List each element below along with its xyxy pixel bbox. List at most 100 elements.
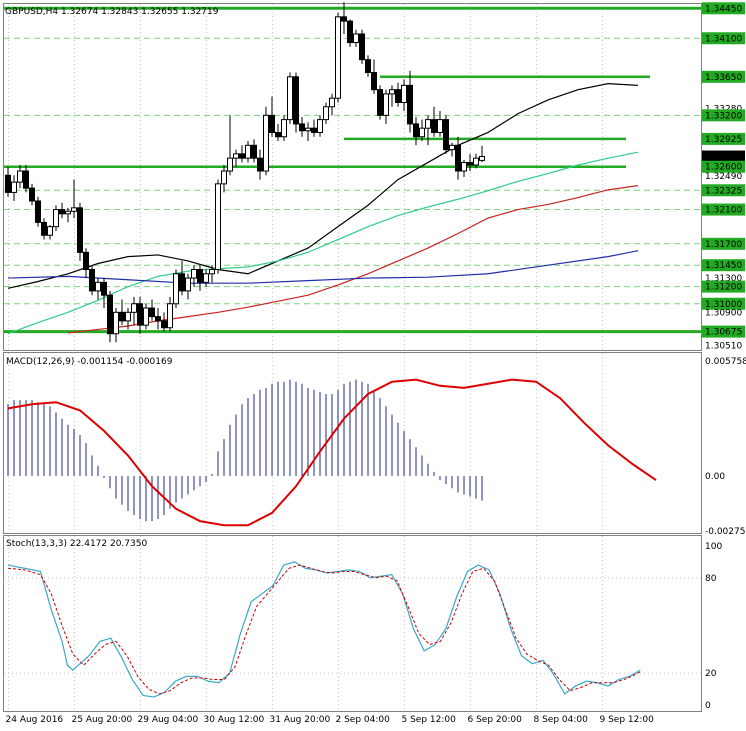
candle-body [329, 97, 335, 108]
time-axis-label: 6 Sep 20:00 [468, 715, 523, 725]
level-price-tag [702, 280, 745, 293]
time-axis-label: 8 Sep 04:00 [534, 715, 589, 725]
candle-body [41, 221, 47, 236]
candle-body [479, 156, 485, 161]
macd-header: MACD(12,26,9) -0.001154 -0.000169 [6, 357, 173, 367]
candle-body [401, 84, 407, 103]
price-axis-label: 1.30675 [705, 328, 742, 338]
candle-body [95, 281, 101, 292]
moving-averages [7, 83, 639, 335]
candle-body [227, 157, 233, 172]
time-axis: 24 Aug 2016 25 Aug 20:00 29 Aug 04:00 30 Au… [6, 715, 655, 725]
macd-signal-line [7, 378, 657, 527]
price-axis-label: 1.32600 [705, 163, 742, 173]
candle-body [305, 127, 311, 132]
candle-body [437, 119, 443, 133]
candle-body [185, 277, 191, 292]
candle-body [377, 89, 383, 116]
candle-body [65, 210, 71, 215]
candle-body [251, 144, 257, 159]
candle-body [389, 89, 395, 95]
candle-body [245, 144, 251, 159]
stoch-axis-label: 80 [705, 574, 717, 584]
candle-body [263, 114, 269, 172]
level-price-tag [702, 184, 745, 197]
candle-body [203, 273, 209, 283]
candle-body [407, 84, 413, 125]
level-price-tag [702, 32, 745, 45]
candle-body [125, 311, 131, 322]
time-axis-label: 29 Aug 04:00 [138, 715, 199, 725]
candle-body [473, 157, 479, 166]
macd-indicator: 0.005758 0.00 -0.002758 [7, 357, 746, 537]
candle-body [197, 268, 203, 283]
level-price-tag [702, 325, 745, 338]
candle-body [365, 59, 371, 74]
candle-body [299, 123, 305, 132]
level-price-tag [702, 237, 745, 250]
candle-body [17, 170, 23, 183]
level-price-tag [702, 70, 745, 83]
price-axis-label: 1.31000 [705, 300, 742, 310]
price-axis-label: 1.31300 [705, 274, 742, 284]
candle-body [455, 144, 461, 172]
time-axis-label: 25 Aug 20:00 [72, 715, 133, 725]
price-axis-label: 1.32490 [705, 172, 742, 182]
price-axis-label: 1.30510 [705, 342, 742, 352]
candle-body [101, 281, 107, 296]
candle-body [347, 20, 353, 44]
candle-body [11, 181, 17, 193]
candle-body [383, 93, 389, 116]
candle-body [323, 106, 329, 121]
candle-body [179, 273, 185, 292]
candle-body [293, 76, 299, 125]
candle-body [137, 303, 143, 326]
candle-body [353, 33, 359, 44]
candle-body [311, 127, 317, 133]
price-axis-label: 1.32925 [705, 135, 742, 145]
price-axis: 1.344501.341001.336501.332801.332001.329… [702, 2, 745, 352]
time-axis-label: 9 Sep 12:00 [600, 715, 655, 725]
time-axis-label: 30 Aug 12:00 [204, 715, 265, 725]
candle-body [281, 119, 287, 138]
candle-body [53, 209, 59, 228]
price-axis-label: 1.34100 [705, 34, 742, 44]
price-axis-label: 1.30900 [705, 308, 742, 318]
levels-layer [4, 6, 701, 334]
candle-body [371, 72, 377, 91]
stoch-axis-label: 0 [705, 701, 711, 711]
candle-body [341, 16, 347, 22]
macd-panel-frame [3, 352, 702, 534]
candles [5, 2, 485, 343]
current-price-tag [702, 150, 745, 163]
level-price-tag [702, 297, 745, 310]
candle-body [29, 187, 35, 202]
candle-body [143, 307, 149, 326]
macd-axis-label: 0.00 [705, 472, 725, 482]
candle-body [395, 89, 401, 103]
candle-body [209, 268, 215, 275]
price-axis-label: 1.31450 [705, 261, 742, 271]
candle-body [167, 303, 173, 329]
price-axis-label: 1.31200 [705, 283, 742, 293]
candle-body [257, 157, 263, 172]
time-axis-label: 31 Aug 20:00 [270, 715, 331, 725]
candle-body [5, 174, 11, 193]
candle-body [47, 226, 53, 236]
candle-body [275, 131, 281, 138]
candle-body [449, 144, 455, 151]
candle-body [83, 251, 89, 270]
stoch-signal-line [7, 564, 641, 695]
candle-body [287, 76, 293, 121]
price-axis-label: 1.32325 [705, 186, 742, 196]
candle-body [221, 170, 227, 185]
price-chart-header: GBPUSD,H4 1.32674 1.32843 1.32655 1.3271… [5, 7, 219, 17]
candle-body [359, 33, 365, 61]
candle-body [155, 316, 161, 322]
level-price-tag [702, 160, 745, 173]
stoch-main-line [7, 561, 641, 698]
time-axis-label: 2 Sep 04:00 [336, 715, 391, 725]
candle-body [161, 320, 167, 329]
candle-body [149, 307, 155, 318]
